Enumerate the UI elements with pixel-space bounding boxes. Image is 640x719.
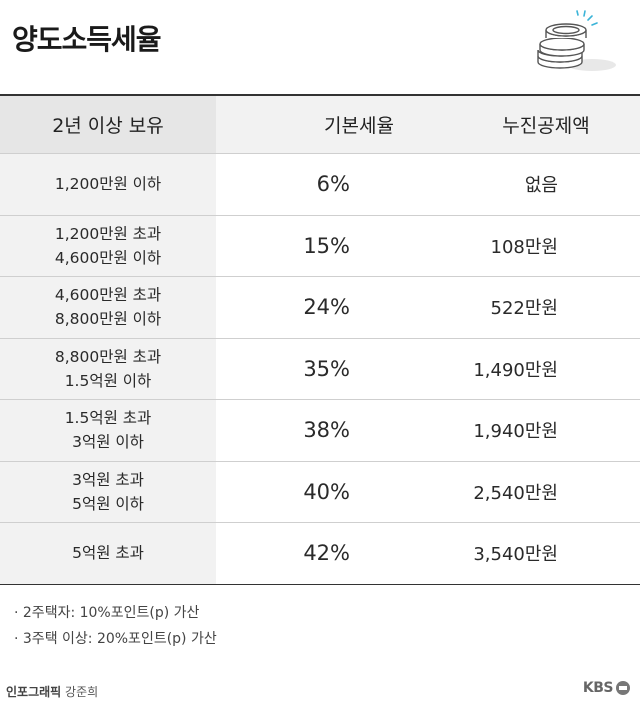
rate-cell: 24% bbox=[303, 295, 350, 320]
rate-cell: 35% bbox=[303, 356, 350, 381]
header-progressive-deduction: 누진공제액 bbox=[502, 115, 590, 137]
bracket-line-2: 1.5억원 이하 bbox=[64, 371, 152, 390]
bracket-cell: 1,200만원 초과 4,600만원 이하 bbox=[0, 215, 216, 276]
bracket-cell: 1,200만원 이하 bbox=[0, 154, 216, 215]
table-header: 2년 이상 보유 기본세율 누진공제액 bbox=[0, 96, 640, 154]
bracket-line-2: 8,800만원 이하 bbox=[54, 310, 162, 329]
tax-rate-table: 2년 이상 보유 기본세율 누진공제액 1,200만원 이하 6% 없음 1,2… bbox=[0, 94, 640, 585]
header-holding-period: 2년 이상 보유 bbox=[0, 96, 216, 153]
credit-label: 인포그래픽 bbox=[6, 685, 62, 699]
rate-cell: 40% bbox=[303, 479, 350, 504]
bracket-cell: 3억원 초과 5억원 이하 bbox=[0, 461, 216, 522]
rate-cell: 6% bbox=[316, 172, 350, 197]
deduction-cell: 2,540만원 bbox=[473, 482, 558, 504]
deduction-cell: 3,540만원 bbox=[473, 544, 558, 566]
bracket-line-1: 1,200만원 이하 bbox=[54, 175, 162, 194]
bracket-line-1: 3억원 초과 bbox=[72, 470, 144, 489]
bracket-cell: 4,600만원 초과 8,800만원 이하 bbox=[0, 277, 216, 338]
page-title: 양도소득세율 bbox=[12, 23, 162, 56]
table-row: 1,200만원 이하 6% 없음 bbox=[0, 154, 640, 216]
deduction-cell: 522만원 bbox=[490, 298, 558, 320]
table-row: 1.5억원 초과 3억원 이하 38% 1,940만원 bbox=[0, 400, 640, 462]
rate-cell: 15% bbox=[303, 233, 350, 258]
bracket-line-2: 5억원 이하 bbox=[72, 494, 144, 513]
footnote-three-homes: · 3주택 이상: 20%포인트(p) 가산 bbox=[14, 631, 217, 647]
table-row: 1,200만원 초과 4,600만원 이하 15% 108만원 bbox=[0, 215, 640, 277]
header-basic-rate: 기본세율 bbox=[324, 115, 394, 137]
coins-icon bbox=[537, 10, 616, 71]
bracket-line-2: 4,600만원 이하 bbox=[54, 248, 162, 267]
bracket-cell: 8,800만원 초과 1.5억원 이하 bbox=[0, 338, 216, 399]
bracket-cell: 5억원 초과 bbox=[0, 523, 216, 584]
credit: 인포그래픽 강준희 bbox=[6, 683, 98, 700]
footnote-two-homes: · 2주택자: 10%포인트(p) 가산 bbox=[14, 605, 200, 621]
bracket-line-1: 1.5억원 초과 bbox=[64, 409, 152, 428]
bracket-cell: 1.5억원 초과 3억원 이하 bbox=[0, 400, 216, 461]
table-row: 8,800만원 초과 1.5억원 이하 35% 1,490만원 bbox=[0, 338, 640, 400]
bracket-line-1: 8,800만원 초과 bbox=[54, 347, 162, 366]
deduction-cell: 1,940만원 bbox=[473, 421, 558, 443]
brand-text: KBS bbox=[582, 680, 614, 696]
table-top-rule bbox=[0, 94, 640, 96]
table-row: 3억원 초과 5억원 이하 40% 2,540만원 bbox=[0, 461, 640, 523]
bracket-line-1: 4,600만원 초과 bbox=[54, 286, 162, 305]
footnotes: · 2주택자: 10%포인트(p) 가산 · 3주택 이상: 20%포인트(p)… bbox=[14, 600, 217, 652]
deduction-cell: 1,490만원 bbox=[473, 359, 558, 381]
table-row: 5억원 초과 42% 3,540만원 bbox=[0, 523, 640, 585]
brand-logo: KBS bbox=[583, 680, 630, 696]
deduction-cell: 108만원 bbox=[490, 236, 558, 258]
rate-cell: 42% bbox=[303, 541, 350, 566]
rate-cell: 38% bbox=[303, 418, 350, 443]
bracket-line-2: 3억원 이하 bbox=[72, 433, 144, 452]
bracket-line-1: 5억원 초과 bbox=[72, 544, 144, 563]
bracket-line-1: 1,200만원 초과 bbox=[54, 224, 162, 243]
kbs-logo-icon bbox=[616, 681, 630, 695]
table-row: 4,600만원 초과 8,800만원 이하 24% 522만원 bbox=[0, 277, 640, 339]
deduction-cell: 없음 bbox=[524, 175, 558, 197]
credit-author: 강준희 bbox=[65, 685, 99, 699]
